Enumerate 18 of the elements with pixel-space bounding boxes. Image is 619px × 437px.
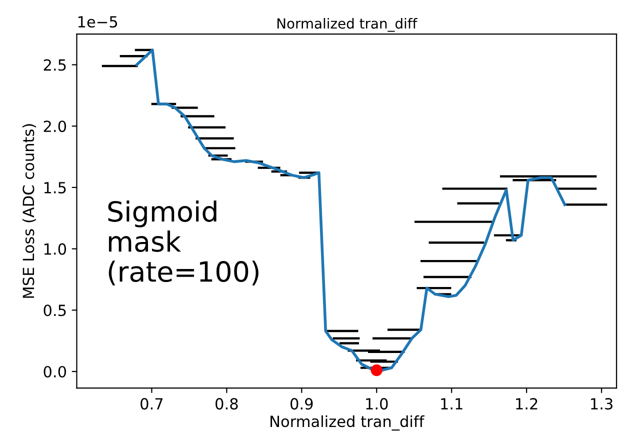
x-tick-label: 0.9 <box>290 398 313 410</box>
annotation: Sigmoid mask (rate=100) <box>108 200 258 286</box>
x-tick-label: 0.8 <box>216 398 238 410</box>
y-axis-title: MSE Loss (ADC counts) <box>22 124 36 298</box>
y-tick-label: 0.5 <box>44 304 66 316</box>
y-tick-label: 2.5 <box>44 59 66 71</box>
x-tick-label: 1.0 <box>366 398 388 410</box>
x-tick-label: 1.3 <box>591 398 612 410</box>
chart-title: Normalized tran_diff <box>277 18 418 32</box>
y-tick-label: 0.0 <box>44 366 66 378</box>
x-tick-label: 1.1 <box>441 398 462 410</box>
x-tick-label: 0.7 <box>140 398 163 410</box>
y-tick-label: 1.0 <box>44 243 66 255</box>
y-tick-label: 1.5 <box>44 182 66 194</box>
x-tick-label: 1.2 <box>516 398 538 410</box>
text: 1e−5 <box>78 16 118 28</box>
y-tick-label: 2.0 <box>44 120 66 132</box>
x-axis-title: Normalized tran_diff <box>270 415 425 431</box>
